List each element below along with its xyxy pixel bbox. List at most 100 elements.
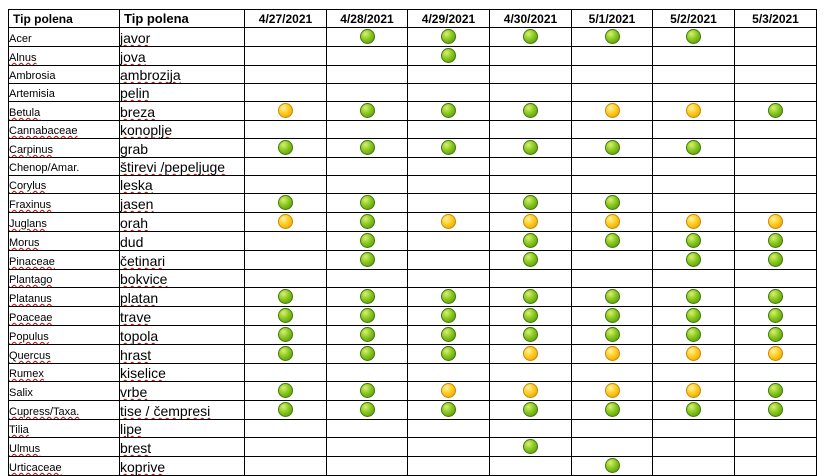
green-dot-icon — [441, 48, 456, 64]
level-cell — [326, 212, 408, 232]
level-cell — [734, 306, 817, 326]
green-dot-icon — [278, 308, 293, 324]
local-name: konoplje — [120, 122, 173, 138]
local-name-cell: kiselice — [119, 363, 245, 382]
table-row: Ambrosia ambrozija — [8, 65, 817, 84]
latin-name: Rumex — [9, 368, 44, 380]
level-cell — [326, 46, 408, 66]
latin-name: Corylus — [9, 180, 47, 192]
green-dot-icon — [523, 29, 538, 45]
local-name-cell: lipe — [119, 419, 245, 438]
green-dot-icon — [359, 289, 375, 305]
table-row: Platanus platan — [8, 287, 817, 307]
green-dot-icon — [686, 308, 701, 324]
yellow-dot-icon — [604, 103, 620, 119]
level-cell — [571, 250, 653, 270]
table-row: Ulmus brest — [8, 437, 817, 457]
green-dot-icon — [604, 195, 620, 211]
yellow-dot-icon — [523, 346, 538, 362]
latin-name: Pinaceae — [9, 256, 55, 268]
level-cell — [571, 46, 653, 66]
level-cell — [734, 363, 817, 382]
latin-name: Populus — [9, 331, 49, 343]
level-cell — [407, 193, 490, 213]
local-name-cell: koprive — [119, 456, 245, 476]
latin-name: Cupress/Taxa. — [9, 406, 80, 418]
latin-name: Quercus — [9, 350, 51, 362]
level-cell — [326, 101, 408, 121]
level-cell — [244, 344, 327, 364]
yellow-dot-icon — [523, 214, 538, 230]
latin-name: Platanus — [9, 293, 52, 305]
header-date: 4/28/2021 — [326, 9, 408, 28]
level-cell — [652, 193, 735, 213]
local-name: koprive — [120, 459, 166, 475]
green-dot-icon — [441, 140, 456, 156]
level-cell — [734, 400, 817, 420]
latin-name-cell: Morus — [8, 231, 120, 251]
level-cell — [326, 287, 408, 307]
green-dot-icon — [686, 233, 701, 249]
green-dot-icon — [359, 402, 375, 418]
level-cell — [407, 157, 490, 176]
green-dot-icon — [359, 214, 375, 230]
level-cell — [652, 101, 735, 121]
header-date: 4/27/2021 — [244, 9, 327, 28]
local-name: pelin — [120, 85, 150, 101]
level-cell — [652, 27, 735, 47]
latin-name: Poaceae — [9, 312, 53, 324]
latin-name-cell: Tilia — [8, 419, 120, 438]
green-dot-icon — [604, 29, 620, 45]
level-cell — [489, 287, 572, 307]
green-dot-icon — [604, 289, 620, 305]
level-cell — [489, 325, 572, 345]
level-cell — [571, 83, 653, 102]
local-name: brest — [120, 440, 152, 456]
latin-name-cell: Poaceae — [8, 306, 120, 326]
latin-name-cell: Corylus — [8, 175, 120, 194]
local-name-cell: tise / čempresi — [119, 400, 245, 420]
yellow-dot-icon — [441, 383, 456, 399]
green-dot-icon — [523, 233, 538, 249]
level-cell — [244, 287, 327, 307]
local-name: četinari — [120, 253, 166, 269]
level-cell — [407, 27, 490, 47]
table-body: Acer javor Alnus jova Ambrosia ambrozija Artem… — [8, 27, 817, 476]
latin-name-cell: Salix — [8, 381, 120, 401]
level-cell — [407, 101, 490, 121]
level-cell — [734, 212, 817, 232]
table-row: Quercus hrast — [8, 344, 817, 364]
level-cell — [489, 381, 572, 401]
green-dot-icon — [359, 103, 375, 119]
header-latin-text: Tip polena — [13, 11, 73, 26]
level-cell — [652, 157, 735, 176]
level-cell — [407, 437, 490, 457]
level-cell — [407, 231, 490, 251]
latin-name-cell: Cannabaceae — [8, 120, 120, 139]
level-cell — [734, 287, 817, 307]
table-row: Morus dud — [8, 231, 817, 251]
local-name: lipe — [120, 421, 142, 437]
green-dot-icon — [523, 327, 538, 343]
local-name: hrast — [120, 347, 152, 363]
green-dot-icon — [523, 402, 538, 418]
level-cell — [734, 157, 817, 176]
green-dot-icon — [768, 308, 783, 324]
level-cell — [407, 456, 490, 476]
level-cell — [244, 400, 327, 420]
level-cell — [326, 419, 408, 438]
green-dot-icon — [604, 402, 620, 418]
green-dot-icon — [686, 252, 701, 268]
latin-name: Chenop/Amar. — [9, 162, 80, 174]
latin-name: Salix — [9, 387, 33, 399]
yellow-dot-icon — [686, 383, 701, 399]
level-cell — [734, 456, 817, 476]
green-dot-icon — [523, 103, 538, 119]
level-cell — [407, 419, 490, 438]
latin-name-cell: Chenop/Amar. — [8, 157, 120, 176]
latin-name-cell: Quercus — [8, 344, 120, 364]
yellow-dot-icon — [278, 103, 293, 119]
green-dot-icon — [768, 327, 783, 343]
green-dot-icon — [359, 140, 375, 156]
level-cell — [734, 120, 817, 139]
